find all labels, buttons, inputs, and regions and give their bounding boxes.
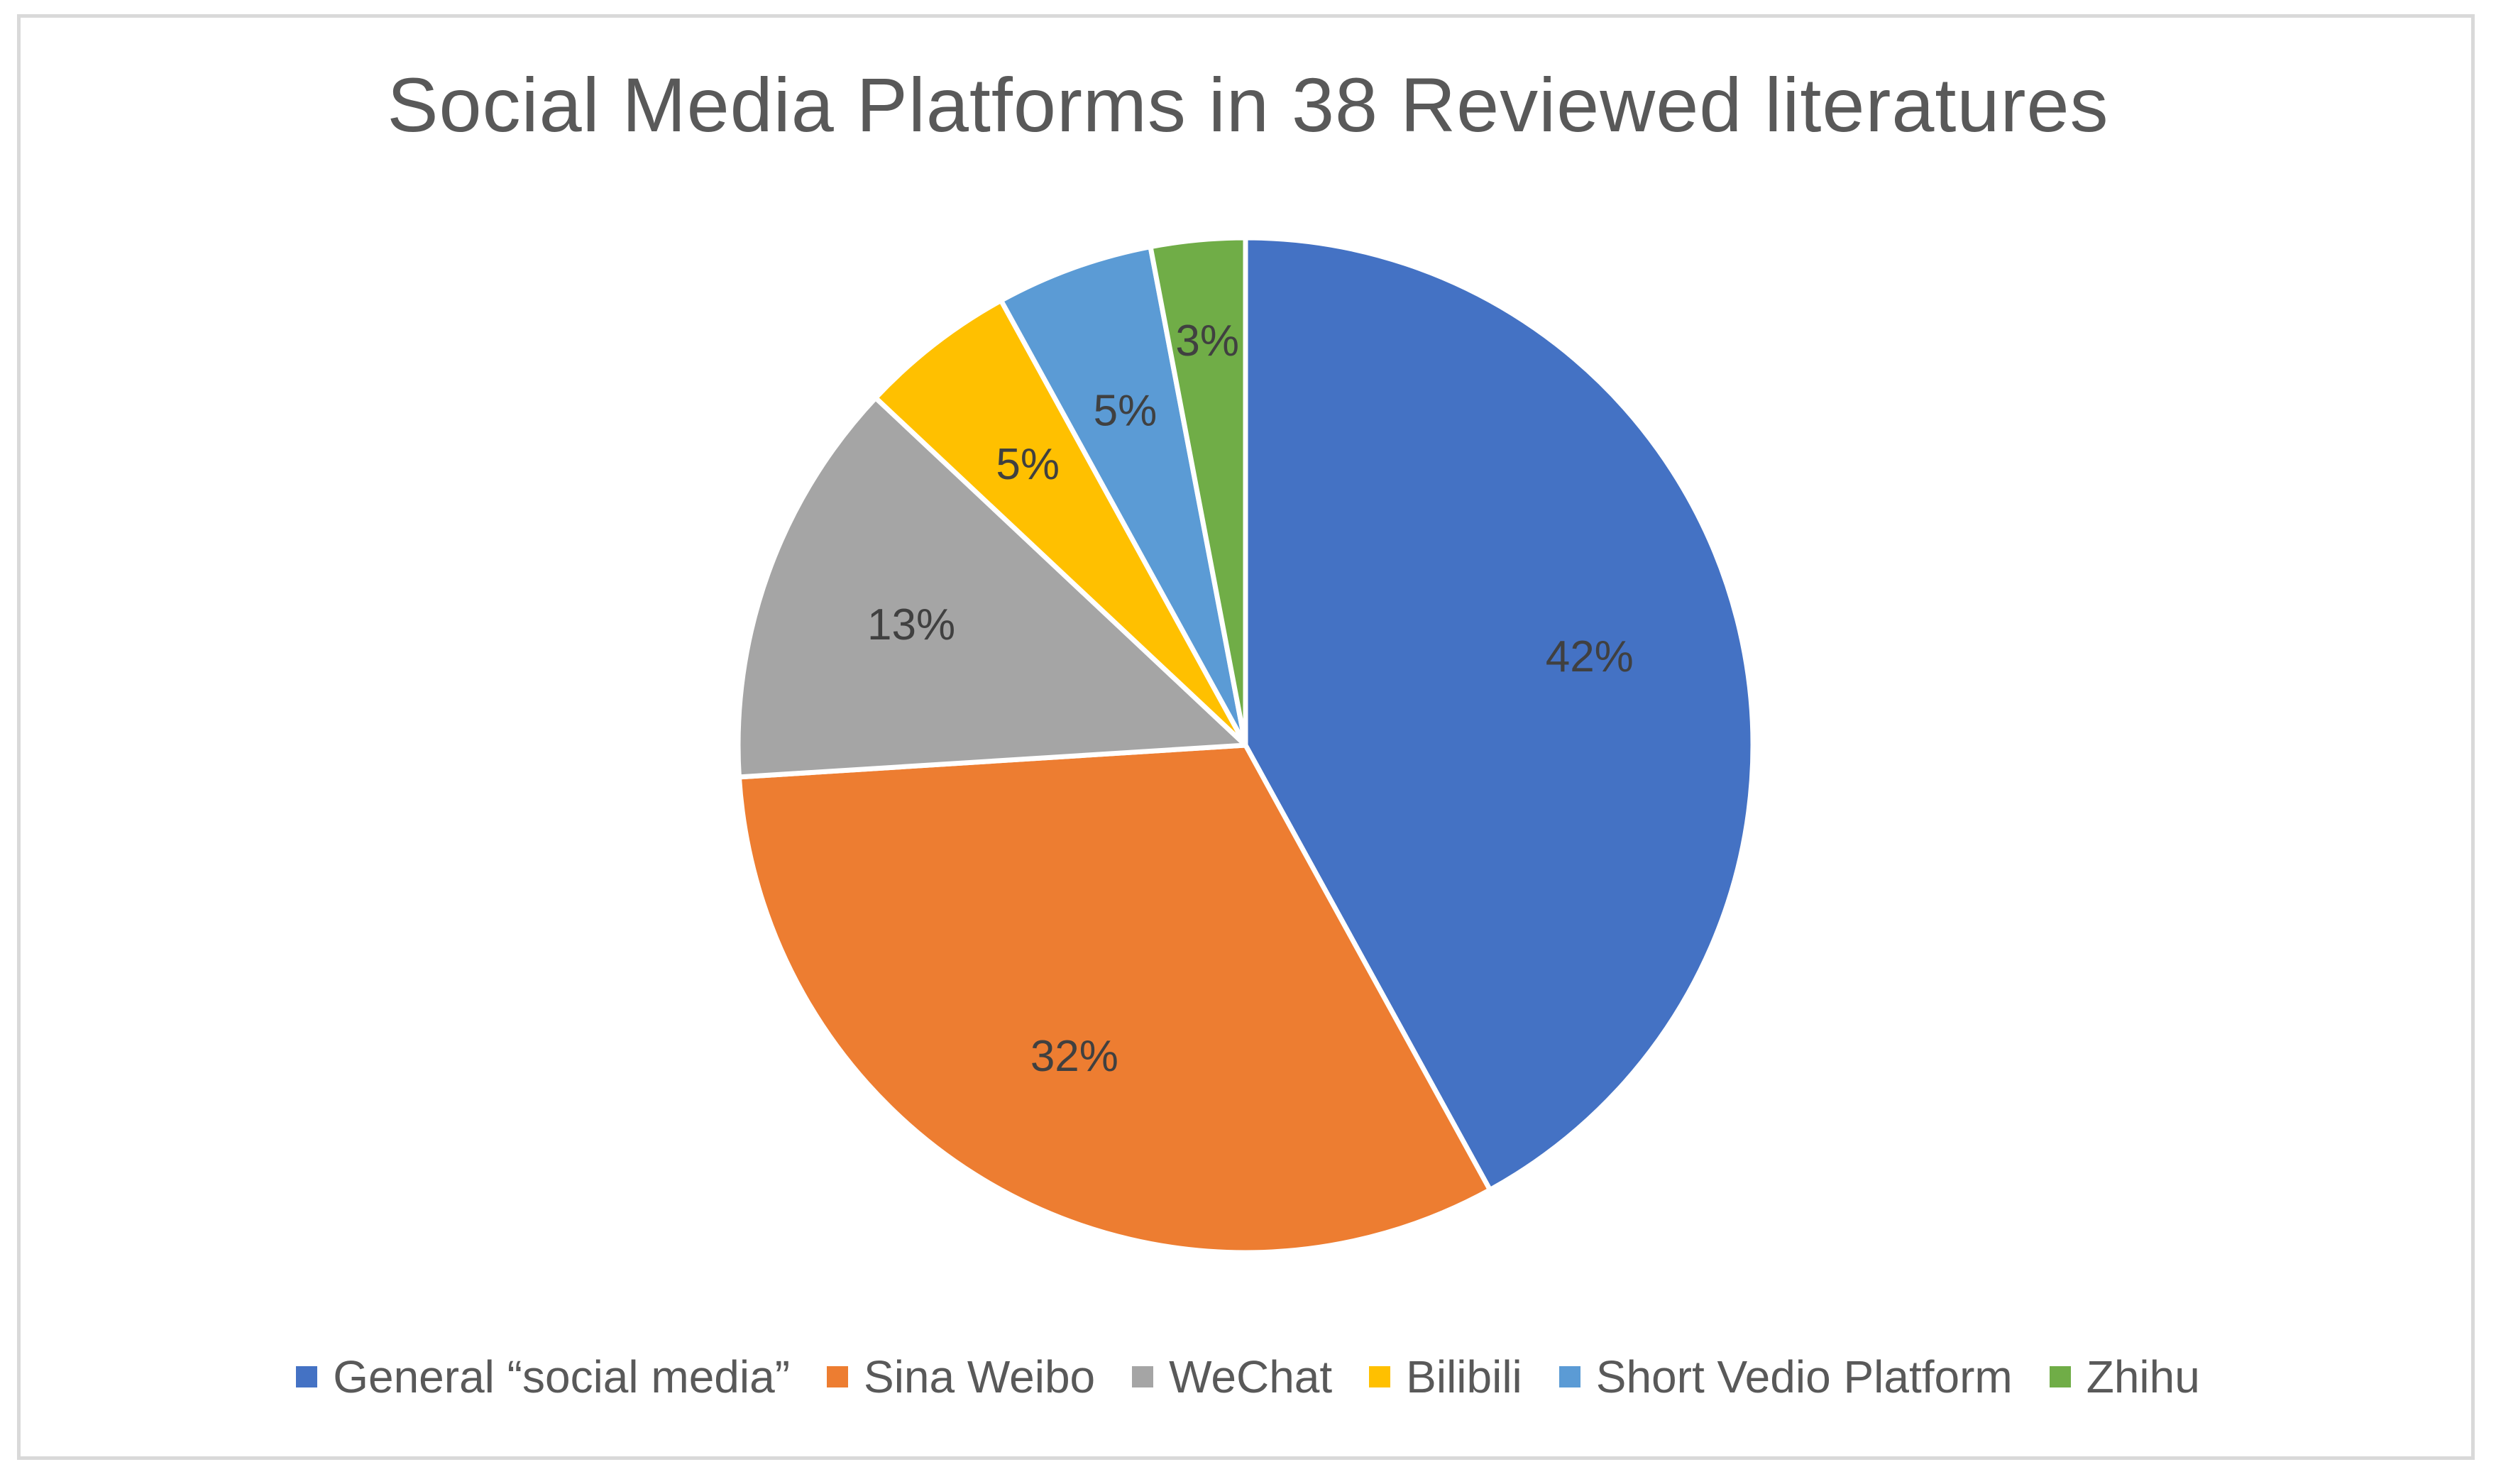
data-label-sina-weibo: 32% xyxy=(1030,1032,1118,1081)
legend-label: Sina Weibo xyxy=(864,1351,1096,1402)
pie-slice-wechat xyxy=(735,395,1248,780)
legend-item-short-vedio-platform: Short Vedio Platform xyxy=(1558,1351,2013,1403)
data-label-short-vedio-platform: 5% xyxy=(1094,387,1158,436)
pie-slice-zhihu xyxy=(1148,235,1248,748)
legend-swatch xyxy=(1558,1366,1580,1387)
legend-label: General “social media” xyxy=(333,1351,790,1402)
legend-swatch xyxy=(296,1366,318,1387)
data-label-bilibili: 5% xyxy=(996,440,1060,489)
data-label-general-social-media: 42% xyxy=(1546,632,1634,681)
legend-item-bilibili: Bilibili xyxy=(1369,1351,1522,1403)
legend-item-wechat: WeChat xyxy=(1132,1351,1332,1403)
pie-slice-general-social-media xyxy=(1243,235,1756,1193)
legend-label: Short Vedio Platform xyxy=(1595,1351,2013,1402)
legend-item-sina-weibo: Sina Weibo xyxy=(827,1351,1095,1403)
legend-swatch xyxy=(1132,1366,1154,1387)
legend-label: Zhihu xyxy=(2086,1351,2200,1402)
pie-slices xyxy=(735,235,1756,1255)
legend-label: Bilibili xyxy=(1406,1351,1522,1402)
legend-swatch xyxy=(1369,1366,1391,1387)
pie-slice-sina-weibo xyxy=(736,742,1492,1255)
data-label-zhihu: 3% xyxy=(1175,317,1239,365)
pie-slice-bilibili xyxy=(873,297,1248,748)
legend-swatch xyxy=(827,1366,848,1387)
legend-item-zhihu: Zhihu xyxy=(2049,1351,2200,1403)
legend-label: WeChat xyxy=(1169,1351,1333,1402)
legend-swatch xyxy=(2049,1366,2071,1387)
chart-title: Social Media Platforms in 38 Reviewed li… xyxy=(387,62,2109,148)
data-label-wechat: 13% xyxy=(867,600,955,649)
pie-data-labels: 42% 32% 13% 5% 5% 3% xyxy=(867,317,1634,1081)
pie-slice-short-vedio-platform xyxy=(999,244,1248,748)
legend-item-general-social-media: General “social media” xyxy=(296,1351,790,1403)
legend: General “social media” Sina Weibo WeChat Bi… xyxy=(0,1338,2496,1416)
